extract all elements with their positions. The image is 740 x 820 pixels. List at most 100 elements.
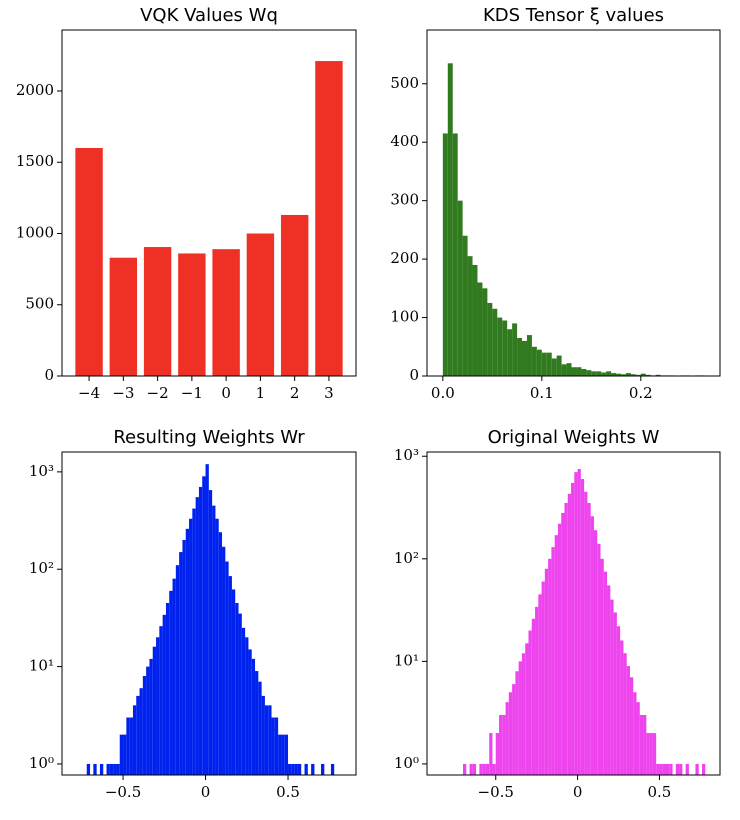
histogram-bar xyxy=(109,763,114,775)
histogram-bar xyxy=(502,714,506,775)
histogram-bar xyxy=(442,133,448,376)
histogram-bar xyxy=(182,539,186,775)
histogram-bar xyxy=(492,308,498,376)
axes-frame xyxy=(61,451,357,776)
histogram-bar xyxy=(551,358,557,376)
histogram-bar xyxy=(518,661,522,775)
histogram-bar xyxy=(139,688,143,775)
y-tick-label: 10² xyxy=(394,549,419,567)
histogram-bar xyxy=(225,561,229,775)
y-tick-label: 10³ xyxy=(394,446,419,464)
histogram-bar xyxy=(630,374,636,376)
histogram-bar xyxy=(621,374,626,376)
y-tick-label: 10² xyxy=(29,559,54,577)
histogram-bar xyxy=(189,518,193,775)
histogram-bar xyxy=(597,543,601,775)
histogram-bar xyxy=(469,763,473,775)
histogram-bar xyxy=(548,558,552,775)
histogram-bar xyxy=(288,763,292,775)
histogram-bar xyxy=(525,643,529,775)
bar xyxy=(178,253,206,376)
histogram-bar xyxy=(222,546,226,775)
histogram-bar xyxy=(669,763,673,775)
histogram-bar xyxy=(195,497,199,775)
histogram-bar xyxy=(603,571,608,775)
histogram-bar xyxy=(477,282,483,376)
histogram-bar xyxy=(132,705,137,775)
x-tick-label: 1 xyxy=(256,384,266,402)
histogram-bar xyxy=(613,612,617,775)
histogram-bar xyxy=(274,717,279,775)
histogram-bar xyxy=(580,478,585,775)
histogram-bar xyxy=(564,503,568,775)
histogram-bar xyxy=(238,613,242,775)
bar xyxy=(280,214,309,376)
histogram-bar xyxy=(571,367,577,376)
histogram-bar xyxy=(600,558,604,775)
y-tick-label: 500 xyxy=(390,74,419,92)
histogram-bar xyxy=(241,627,246,775)
histogram-bar xyxy=(576,367,582,376)
histogram-bar xyxy=(616,373,622,376)
y-tick-label: 0 xyxy=(44,366,54,384)
histogram-bar xyxy=(205,464,209,775)
histogram-bar xyxy=(584,491,588,775)
histogram-bar xyxy=(123,734,127,775)
histogram-bar xyxy=(165,602,170,775)
histogram-bar xyxy=(321,763,325,775)
histogram-bar xyxy=(136,695,140,775)
histogram-bar xyxy=(202,476,206,775)
y-tick-label: 1500 xyxy=(16,152,54,170)
histogram-bar xyxy=(571,482,575,775)
x-tick-label: 0 xyxy=(573,783,583,801)
y-tick-label: 200 xyxy=(390,249,419,267)
x-tick-label: −3 xyxy=(112,384,134,402)
histogram-bar xyxy=(541,352,547,376)
histogram-bar xyxy=(499,714,503,775)
histogram-bar xyxy=(645,374,651,376)
histogram-bar xyxy=(557,523,562,775)
histogram-bar xyxy=(479,763,483,775)
histogram-bar xyxy=(659,763,663,775)
y-tick-label: 10¹ xyxy=(394,651,419,669)
histogram-bar xyxy=(215,518,219,775)
histogram-bar xyxy=(284,734,289,775)
histogram-bar xyxy=(536,349,542,376)
histogram-bar xyxy=(235,602,239,775)
bar xyxy=(212,249,240,376)
histogram-bar xyxy=(492,763,496,775)
histogram-bar xyxy=(635,374,641,376)
histogram-bar xyxy=(152,646,157,775)
x-tick-label: 2 xyxy=(290,384,300,402)
bar xyxy=(75,147,103,376)
histogram-bar xyxy=(640,373,646,376)
y-tick-label: 500 xyxy=(25,295,54,313)
histogram-bar xyxy=(590,516,594,775)
x-tick-label: 0.5 xyxy=(648,783,672,801)
x-tick-label: 0 xyxy=(221,384,231,402)
histogram-bar xyxy=(487,302,493,376)
histogram-bar xyxy=(297,763,302,775)
histogram-bar xyxy=(522,340,527,376)
histogram-bar xyxy=(485,763,490,775)
histogram-bar xyxy=(577,469,581,775)
histogram-bar xyxy=(463,763,467,775)
histogram-bar xyxy=(264,705,269,775)
histogram-bar xyxy=(587,503,591,775)
y-tick-label: 1000 xyxy=(16,223,54,241)
histogram-bar xyxy=(268,705,272,775)
x-tick-label: 0 xyxy=(201,783,211,801)
x-tick-label: −1 xyxy=(181,384,203,402)
histogram-bar xyxy=(639,714,644,775)
histogram-bar xyxy=(581,368,587,376)
x-tick-label: −0.5 xyxy=(105,783,141,801)
histogram-bar xyxy=(472,763,477,775)
histogram-bar xyxy=(643,714,647,775)
histogram-bar xyxy=(508,692,513,775)
y-tick-label: 2000 xyxy=(16,81,54,99)
histogram-bar xyxy=(294,763,298,775)
histogram-bar xyxy=(611,373,617,376)
histogram-bar xyxy=(251,658,256,775)
histogram-bar xyxy=(447,63,453,377)
